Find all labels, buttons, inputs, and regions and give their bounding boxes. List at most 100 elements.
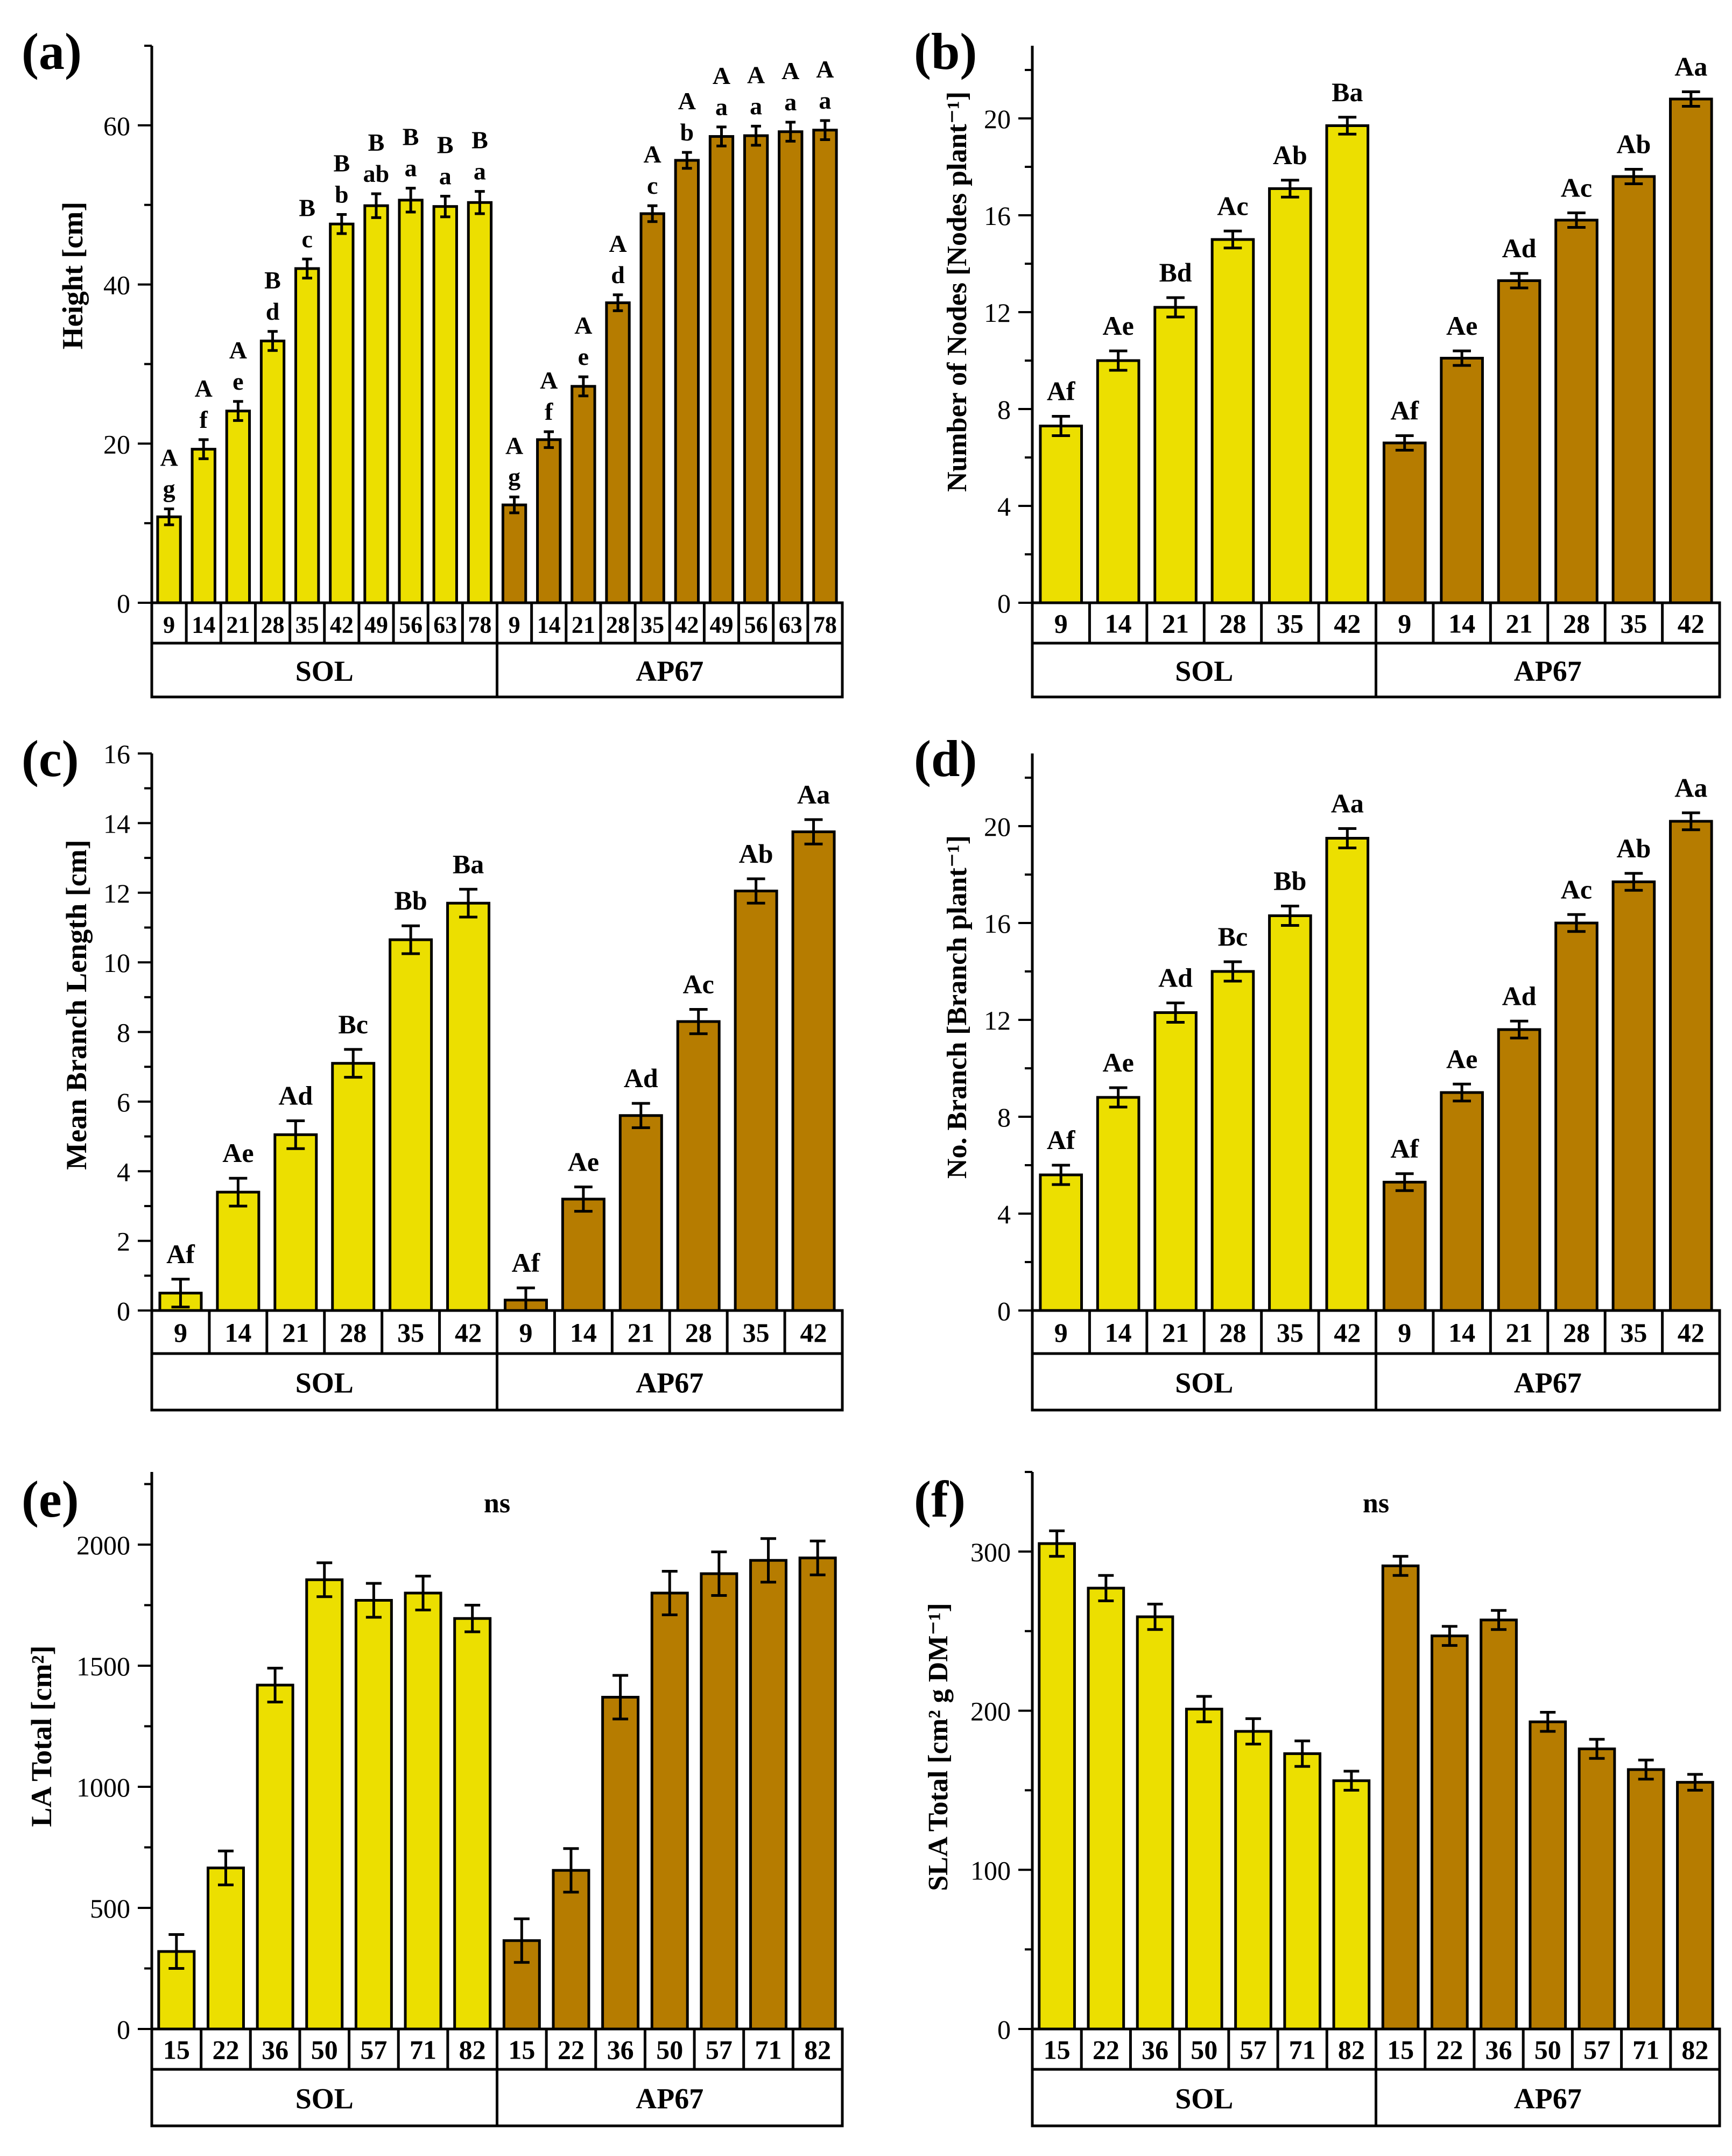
y-tick-label: 4 xyxy=(997,491,1011,522)
significance-letter: Af xyxy=(512,1248,541,1278)
significance-letter: a xyxy=(784,88,797,116)
bar-sol xyxy=(1096,1096,1140,1312)
bar-ap67 xyxy=(1554,921,1599,1312)
x-tick-label: 50 xyxy=(1534,2035,1561,2065)
significance-letter: a xyxy=(405,154,417,182)
significance-letter: Ae xyxy=(1446,1044,1477,1074)
y-tick-label: 300 xyxy=(970,1537,1011,1567)
bar-ap67 xyxy=(791,830,836,1312)
group-label: AP67 xyxy=(1514,2083,1582,2115)
bar-sol xyxy=(256,1683,294,2031)
bar-sol xyxy=(305,1578,344,2031)
panel-e: (e) LA Total [cm²] ns 0 500 1000 1500 2000 15… xyxy=(22,1470,844,2127)
significance-letter: Ac xyxy=(1561,874,1592,904)
bar-sol xyxy=(1038,1542,1076,2031)
significance-letter: Ab xyxy=(1273,140,1307,170)
x-tick-label: 36 xyxy=(607,2035,634,2065)
bar-ap67 xyxy=(552,1869,590,2031)
x-tick-label: 14 xyxy=(1448,609,1475,639)
significance-letter: B xyxy=(368,129,385,156)
group-label: SOL xyxy=(295,2083,354,2115)
group-label: SOL xyxy=(1175,655,1233,687)
x-tick-label: 9 xyxy=(1054,609,1068,639)
y-tick-label: 0 xyxy=(997,588,1011,618)
x-tick-label: 14 xyxy=(1105,1317,1132,1348)
x-tick-label: 9 xyxy=(1398,1317,1411,1348)
significance-letter: Ab xyxy=(1616,129,1651,159)
x-tick-label: 36 xyxy=(1485,2035,1512,2065)
significance-letter: Aa xyxy=(797,779,830,809)
significance-letter: Ad xyxy=(624,1063,658,1093)
panel-label: (f) xyxy=(914,1470,966,1528)
x-tick-label: 22 xyxy=(212,2035,239,2065)
bar-ap67 xyxy=(1578,1748,1616,2031)
significance-letter: Bb xyxy=(395,885,427,915)
bar-ap67 xyxy=(1382,1181,1427,1312)
bar-sol xyxy=(1210,238,1255,604)
panel-f: (f) SLA Total [cm² g DM⁻¹] ns 0 100 200 300… xyxy=(914,1470,1721,2127)
x-tick-label: 21 xyxy=(1162,1317,1189,1348)
bar-ap67 xyxy=(1611,880,1656,1312)
bar-ap67 xyxy=(605,301,631,604)
bar-sol xyxy=(363,204,389,604)
x-tick-label: 14 xyxy=(1105,609,1132,639)
x-tick-label: 82 xyxy=(1681,2035,1708,2065)
y-axis-label: LA Total [cm²] xyxy=(25,1645,58,1827)
x-tick-label: 71 xyxy=(1632,2035,1659,2065)
significance-letter: Ad xyxy=(278,1080,313,1110)
x-tick-label: 28 xyxy=(1563,609,1590,639)
x-tick-label: 82 xyxy=(1338,2035,1365,2065)
significance-letter: A xyxy=(540,367,558,394)
significance-letter: f xyxy=(545,398,553,425)
x-tick-label: 21 xyxy=(1162,609,1189,639)
y-tick-label: 0 xyxy=(117,588,130,618)
significance-letter: ab xyxy=(363,160,390,187)
bar-ap67 xyxy=(1382,441,1427,604)
bar-sol xyxy=(1325,837,1370,1312)
significance-letter: B xyxy=(403,123,419,151)
y-axis-label: SLA Total [cm² g DM⁻¹] xyxy=(923,1603,954,1891)
significance-letter: Ae xyxy=(1102,311,1133,341)
significance-letter: Af xyxy=(1390,1133,1419,1164)
x-tick-label: 35 xyxy=(1277,609,1304,639)
panel-label: (b) xyxy=(914,23,977,80)
x-tick-label: 42 xyxy=(1678,1317,1705,1348)
significance-letter: A xyxy=(747,61,765,88)
x-tick-label: 21 xyxy=(282,1317,309,1348)
x-tick-label: 35 xyxy=(397,1317,424,1348)
x-tick-label: 21 xyxy=(1506,609,1533,639)
bar-sol xyxy=(389,938,433,1312)
x-tick-label: 42 xyxy=(800,1317,827,1348)
significance-letter: A xyxy=(713,62,730,89)
bar-sol xyxy=(432,205,458,604)
bar-ap67 xyxy=(650,1591,689,2031)
bar-sol xyxy=(404,1591,442,2031)
y-tick-label: 16 xyxy=(984,908,1011,939)
bar-ap67 xyxy=(812,129,838,604)
x-tick-label: 28 xyxy=(340,1317,367,1348)
bar-sol xyxy=(1332,1779,1371,2031)
bar-sol xyxy=(1268,187,1312,604)
significance-letter: Ad xyxy=(1502,981,1537,1011)
significance-letter: Bc xyxy=(338,1009,368,1039)
significance-letter: Ab xyxy=(739,839,773,869)
significance-letter: c xyxy=(301,225,312,252)
x-tick-label: 50 xyxy=(311,2035,338,2065)
x-tick-label: 28 xyxy=(685,1317,712,1348)
x-tick-label: 42 xyxy=(455,1317,482,1348)
y-tick-label: 100 xyxy=(970,1855,1011,1885)
panel-label: (a) xyxy=(22,23,82,80)
x-tick-label: 82 xyxy=(459,2035,486,2065)
group-label: SOL xyxy=(295,655,354,687)
bar-sol xyxy=(1210,970,1255,1312)
significance-letter: Ac xyxy=(683,969,714,999)
x-tick-label: 78 xyxy=(813,612,837,638)
bar-ap67 xyxy=(1430,1634,1469,2031)
bar-ap67 xyxy=(639,212,665,604)
group-label: AP67 xyxy=(636,655,703,687)
x-tick-label: 42 xyxy=(675,612,699,638)
x-tick-label: 22 xyxy=(1436,2035,1463,2065)
y-tick-label: 8 xyxy=(117,1018,130,1048)
y-tick-label: 8 xyxy=(997,1102,1011,1132)
